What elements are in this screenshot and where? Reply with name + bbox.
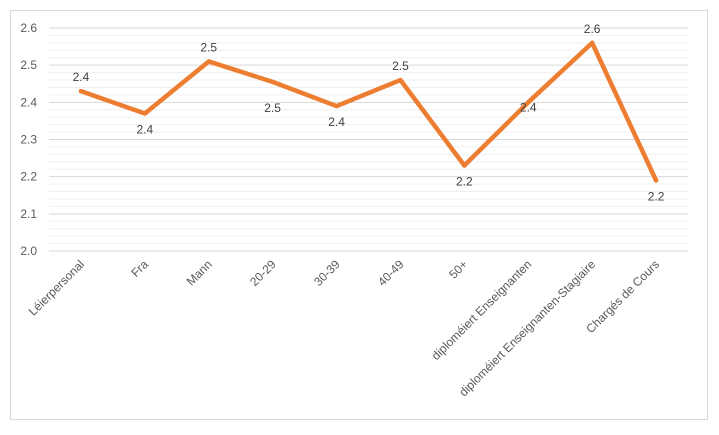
- data-label: 2.6: [584, 22, 601, 36]
- data-point: [142, 111, 148, 116]
- x-category-label: Fra: [128, 257, 151, 280]
- x-category-label: 30-39: [311, 257, 343, 289]
- series-polyline: [78, 40, 659, 183]
- x-category-label: 40-49: [375, 257, 407, 289]
- data-point: [653, 178, 659, 183]
- data-point: [398, 77, 403, 83]
- y-tick-label: 2.1: [20, 207, 37, 221]
- x-axis-category-labels: Léierpersonal Fra Mann 20-29 30-39 40-49 50+di…: [26, 257, 662, 399]
- data-label: 2.5: [200, 40, 217, 54]
- x-category-label: Mann: [184, 257, 215, 288]
- y-tick-label: 2.2: [20, 170, 37, 184]
- grid-lines: [49, 27, 688, 252]
- data-labels: 2.4 2.4 2.5 2.5 2.4 2.5 2.2 2.4 2.6 2.2: [73, 22, 665, 204]
- data-point: [462, 163, 467, 168]
- x-category-label: 20-29: [247, 257, 279, 289]
- x-category-label: diploméiert Enseignanten-Stagiaire: [456, 257, 598, 399]
- data-point: [334, 103, 339, 109]
- data-label: 2.4: [520, 100, 537, 114]
- x-category-label: diploméiert Enseignanten: [429, 257, 535, 363]
- series-line: [78, 40, 659, 183]
- y-tick-label: 2.0: [20, 244, 37, 258]
- chart-frame: [10, 10, 708, 420]
- data-label: 2.4: [73, 70, 90, 84]
- y-axis-tick-labels: 2.0 2.1 2.2 2.3 2.4 2.5 2.6: [20, 21, 37, 258]
- y-tick-label: 2.3: [20, 133, 37, 147]
- data-label: 2.2: [456, 175, 473, 189]
- x-category-label: Léierpersonal: [26, 257, 87, 318]
- y-tick-label: 2.4: [20, 95, 37, 109]
- data-point: [78, 88, 84, 94]
- data-label: 2.5: [392, 59, 409, 73]
- data-point: [206, 59, 211, 64]
- data-label: 2.5: [264, 101, 281, 115]
- y-tick-label: 2.6: [20, 21, 37, 35]
- y-tick-label: 2.5: [20, 58, 37, 72]
- data-point: [526, 100, 531, 105]
- data-label: 2.4: [137, 122, 154, 136]
- data-label: 2.2: [648, 189, 665, 203]
- x-category-label: 50+: [446, 257, 470, 281]
- data-point: [270, 79, 275, 85]
- data-point: [589, 40, 595, 46]
- data-label: 2.4: [328, 115, 345, 129]
